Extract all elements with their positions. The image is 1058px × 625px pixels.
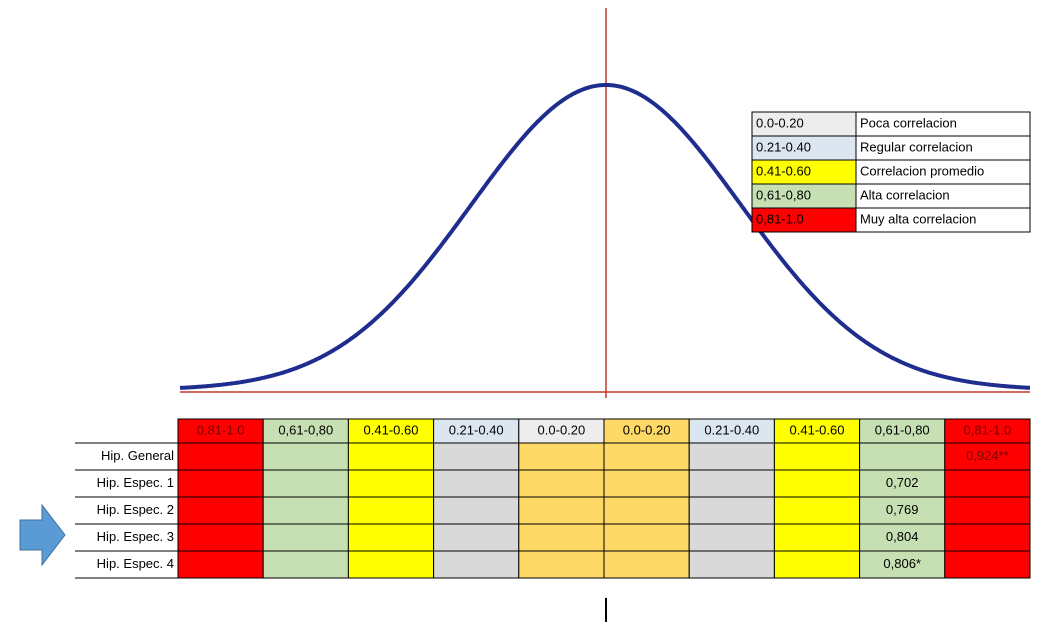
- legend-label: Muy alta correlacion: [860, 211, 976, 226]
- legend-range: 0,81-1.0: [756, 211, 804, 226]
- body-cell: [433, 523, 520, 552]
- body-cell: [433, 550, 520, 579]
- body-cell: [944, 550, 1031, 579]
- legend-range: 0,61-0,80: [756, 187, 811, 202]
- legend-range: 0.41-0.60: [756, 163, 811, 178]
- body-cell: [347, 496, 435, 525]
- header-cell: [944, 418, 1031, 444]
- row-label: Hip. Espec. 2: [97, 502, 174, 517]
- row-label: Hip. General: [101, 448, 174, 463]
- legend: 0.0-0.20 Poca correlacion 0.21-0.40 Regular…: [751, 111, 1031, 233]
- body-cell: [773, 442, 861, 471]
- legend-range: 0.21-0.40: [756, 139, 811, 154]
- legend-cell: [855, 207, 1031, 233]
- body-cell: [518, 523, 605, 552]
- header-cell: [177, 418, 264, 444]
- body-cell: [177, 442, 264, 471]
- header-label: 0.0-0.20: [538, 422, 586, 437]
- body-cell: [347, 442, 435, 471]
- legend-range: 0.0-0.20: [756, 115, 804, 130]
- header-cell: [433, 418, 520, 444]
- body-cell: [262, 442, 349, 471]
- legend-label: Poca correlacion: [860, 115, 957, 130]
- body-cell: [688, 469, 775, 498]
- body-cell: [944, 442, 1031, 471]
- arrow: [19, 503, 66, 567]
- body-cell: [688, 442, 775, 471]
- body-cell: [603, 550, 690, 579]
- cell-value: 0,769: [886, 502, 919, 517]
- legend-cell: [855, 135, 1031, 161]
- header-label: 0.0-0.20: [623, 422, 671, 437]
- body-cell: [262, 469, 349, 498]
- body-cell: [518, 550, 605, 579]
- header-label: 0,61-0,80: [875, 422, 930, 437]
- legend-swatch: [751, 207, 857, 233]
- body-cell: [518, 442, 605, 471]
- table: 0,81-1.0 0,61-0,80 0.41-0.60 0.21-0.40 0.0-0…: [75, 418, 1031, 579]
- row-label: Hip. Espec. 1: [97, 475, 174, 490]
- body-cell: [177, 550, 264, 579]
- header-cell: [859, 418, 946, 444]
- legend-cell: [855, 183, 1031, 209]
- legend-swatch: [751, 135, 857, 161]
- header-label: 0.41-0.60: [790, 422, 845, 437]
- legend-cell: [855, 159, 1031, 185]
- header-label: 0,61-0,80: [278, 422, 333, 437]
- body-cell: [518, 469, 605, 498]
- body-cell: [177, 523, 264, 552]
- header-label: 0,81-1.0: [197, 422, 245, 437]
- legend-label: Alta correlacion: [860, 187, 950, 202]
- cell-value: 0,804: [886, 529, 919, 544]
- body-cell: [433, 469, 520, 498]
- body-cell: [177, 469, 264, 498]
- normal-curve: [179, 83, 1031, 390]
- body-cell: [433, 442, 520, 471]
- body-cell: [603, 442, 690, 471]
- body-cell: [603, 523, 690, 552]
- body-cell: [859, 550, 946, 579]
- body-cell: [773, 550, 861, 579]
- body-cell: [177, 496, 264, 525]
- body-cell: [518, 496, 605, 525]
- body-cell: [773, 523, 861, 552]
- body-cell: [773, 469, 861, 498]
- row-label: Hip. Espec. 3: [97, 529, 174, 544]
- body-cell: [262, 523, 349, 552]
- body-cell: [347, 523, 435, 552]
- body-cell: [347, 550, 435, 579]
- body-cell: [859, 496, 946, 525]
- legend-label: Regular correlacion: [860, 139, 973, 154]
- row-label: Hip. Espec. 4: [97, 556, 174, 571]
- body-cell: [688, 496, 775, 525]
- body-cell: [944, 496, 1031, 525]
- header-cell: [773, 418, 861, 444]
- cell-value: 0,924**: [966, 448, 1009, 463]
- body-cell: [603, 469, 690, 498]
- header-label: 0.21-0.40: [704, 422, 759, 437]
- legend-swatch: [751, 111, 857, 137]
- body-cell: [773, 496, 861, 525]
- body-cell: [262, 550, 349, 579]
- body-cell: [433, 496, 520, 525]
- header-cell: [262, 418, 349, 444]
- body-cell: [944, 523, 1031, 552]
- cell-value: 0,806*: [883, 556, 921, 571]
- header-label: 0.21-0.40: [449, 422, 504, 437]
- body-cell: [347, 469, 435, 498]
- body-cell: [688, 550, 775, 579]
- legend-label: Correlacion promedio: [860, 163, 984, 178]
- header-label: 0.41-0.60: [364, 422, 419, 437]
- cell-value: 0,702: [886, 475, 919, 490]
- body-cell: [603, 496, 690, 525]
- body-cell: [688, 523, 775, 552]
- body-cell: [859, 442, 946, 471]
- header-label: 0,81-1.0: [964, 422, 1012, 437]
- body-cell: [944, 469, 1031, 498]
- body-cell: [262, 496, 349, 525]
